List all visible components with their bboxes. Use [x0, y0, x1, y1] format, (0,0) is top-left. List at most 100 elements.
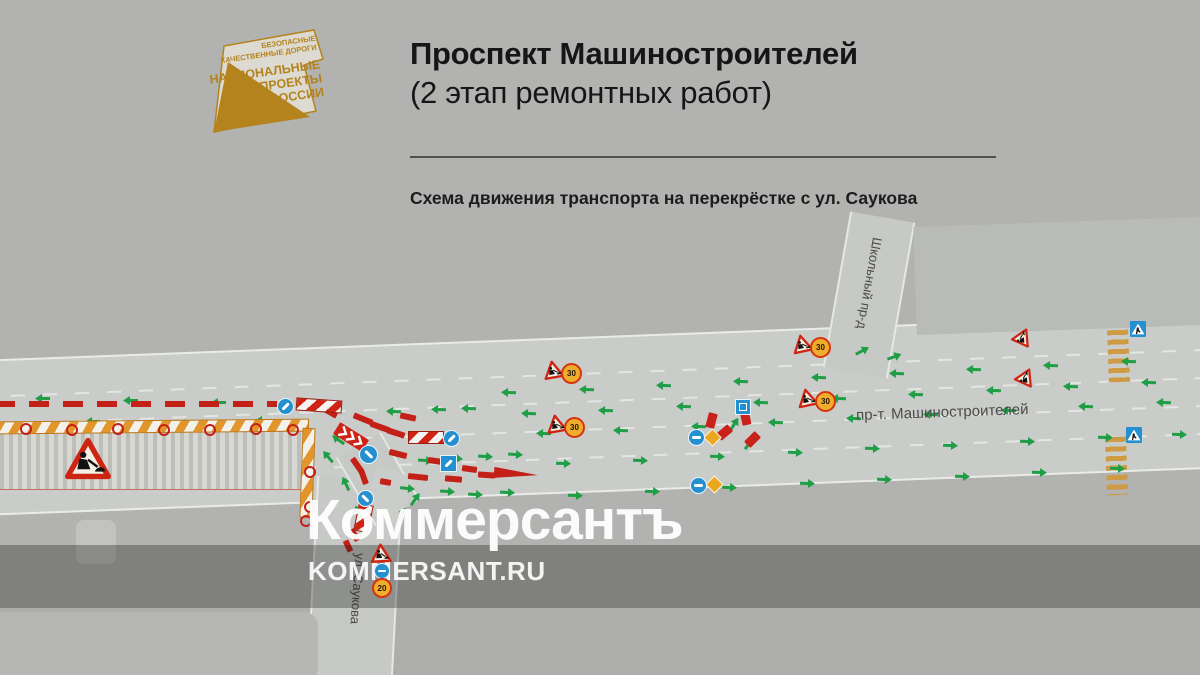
title-line-2: (2 этап ремонтных работ): [410, 75, 772, 110]
closed-roadway-hatch: [0, 430, 313, 490]
traffic-arrow-41: [1097, 429, 1115, 448]
traffic-arrow-36: [709, 448, 727, 467]
watermark-band: [0, 545, 1200, 608]
speed-limit-30-sign-0: 30: [561, 363, 582, 384]
traffic-arrow-37: [787, 444, 805, 463]
scheme-subtitle: Схема движения транспорта на перекрёстке…: [410, 188, 918, 208]
traffic-arrow-56: [439, 482, 456, 501]
closure-red-dashed-line: [0, 401, 277, 407]
traffic-arrow-35: [632, 452, 650, 471]
traffic-arrow-14: [1042, 356, 1059, 375]
title-divider: [410, 156, 996, 158]
traffic-arrow-43: [567, 487, 585, 506]
red-merge-wedge: [493, 466, 539, 480]
pedestrian-crossing-sign-1: [1126, 427, 1142, 448]
traffic-arrow-57: [467, 486, 485, 505]
traffic-arrow-68: [404, 487, 428, 510]
traffic-arrow-16: [520, 404, 537, 423]
traffic-arrow-63: [723, 412, 747, 435]
traffic-arrow-17: [597, 401, 614, 420]
blue-square-sign-0: [735, 399, 751, 415]
barrier-foot-ring-2: [112, 423, 124, 435]
traffic-arrow-32: [1077, 397, 1094, 416]
traffic-arrow-65: [852, 339, 875, 362]
zone-sidewalk-top-right: [913, 216, 1200, 336]
zone-yard-block: [76, 520, 116, 564]
barrier-foot-ring-0: [20, 423, 32, 435]
detour-blue-circle-sign-0: [277, 398, 294, 415]
white-arrow-glyph: [364, 450, 373, 459]
traffic-arrow-47: [876, 471, 894, 490]
traffic-arrow-67: [391, 503, 414, 525]
traffic-arrow-23: [1062, 377, 1079, 396]
page-title: Проспект Машиностроителей (2 этап ремонт…: [410, 34, 858, 112]
traffic-arrow-62: [326, 427, 349, 451]
traffic-arrow-39: [942, 437, 960, 456]
speed-limit-20-sign-4: 20: [372, 578, 392, 598]
roadworks-sign-0: [64, 437, 112, 485]
kommersant-watermark: Коммерсантъ: [306, 488, 684, 552]
barrier-foot-ring-3: [158, 424, 170, 436]
detour-blue-circle-sign-3: [357, 490, 374, 507]
white-glyph: [444, 459, 453, 468]
traffic-arrow-55: [399, 479, 417, 499]
barrier-foot-ring-5: [250, 423, 262, 435]
traffic-arrow-19: [752, 393, 769, 412]
roadworks-sign-7: [369, 542, 392, 568]
traffic-arrow-9: [655, 376, 672, 395]
traffic-arrow-25: [535, 424, 552, 443]
roadworks-sign-3: [790, 332, 816, 360]
white-glyph: [739, 403, 747, 411]
roadworks-sign-4: [795, 386, 821, 414]
white-arrow-glyph: [281, 402, 290, 411]
traffic-arrow-21: [907, 385, 924, 404]
traffic-arrow-22: [985, 381, 1002, 400]
traffic-arrow-30: [922, 405, 939, 424]
white-arrow-glyph: [694, 484, 703, 487]
traffic-arrow-12: [888, 364, 905, 383]
detour-blue-circle-sign-1: [443, 430, 460, 447]
traffic-arrow-60: [334, 472, 357, 494]
roadworks-sign-1: [541, 358, 566, 385]
speed-limit-30-sign-3: 30: [815, 391, 836, 412]
traffic-arrow-34: [555, 455, 573, 474]
traffic-arrow-44: [644, 483, 662, 502]
traffic-arrow-66: [884, 346, 905, 368]
roadworks-sign-2: [544, 412, 569, 439]
traffic-arrow-70: [430, 400, 447, 419]
traffic-arrow-42: [1171, 426, 1189, 445]
traffic-arrow-7: [500, 383, 517, 402]
traffic-arrow-10: [732, 372, 749, 391]
traffic-arrow-58: [499, 484, 517, 503]
chevron-board: [333, 422, 369, 452]
traffic-arrow-31: [1000, 401, 1017, 420]
barrier-foot-ring-9: [300, 515, 312, 527]
traffic-arrow-11: [810, 368, 827, 387]
barrier-foot-ring-8: [304, 501, 316, 513]
traffic-arrow-40: [1019, 433, 1037, 452]
national-projects-logo: БЕЗОПАСНЫЕ КАЧЕСТВЕННЫЕ ДОРОГИ НАЦИОНАЛЬ…: [209, 29, 325, 133]
traffic-arrow-53: [477, 447, 494, 466]
traffic-arrow-69: [385, 402, 402, 421]
traffic-arrow-71: [460, 399, 477, 418]
pedestrian-crossing-sign-0: [1130, 321, 1146, 342]
detour-blue-circle-sign-5: [690, 477, 707, 494]
kommersant-site-watermark: KOMMERSANT.RU: [308, 556, 546, 586]
speed-limit-30-sign-1: 30: [564, 417, 585, 438]
barrier-foot-ring-4: [204, 424, 216, 436]
traffic-arrow-13: [965, 360, 982, 379]
traffic-arrow-38: [864, 440, 882, 459]
traffic-arrow-29: [845, 409, 862, 428]
barrier-board-1: [408, 431, 444, 444]
traffic-arrow-54: [507, 445, 524, 464]
logo-gold-swoosh: [214, 62, 310, 132]
traffic-arrow-27: [690, 417, 707, 436]
speed-limit-30-sign-2: 30: [810, 337, 831, 358]
barrier-foot-ring-6: [287, 424, 299, 436]
red-lane-dash-10: [477, 471, 496, 479]
title-line-1: Проспект Машиностроителей: [410, 36, 858, 71]
white-arrow-glyph: [692, 436, 701, 439]
traffic-arrow-18: [675, 397, 692, 416]
